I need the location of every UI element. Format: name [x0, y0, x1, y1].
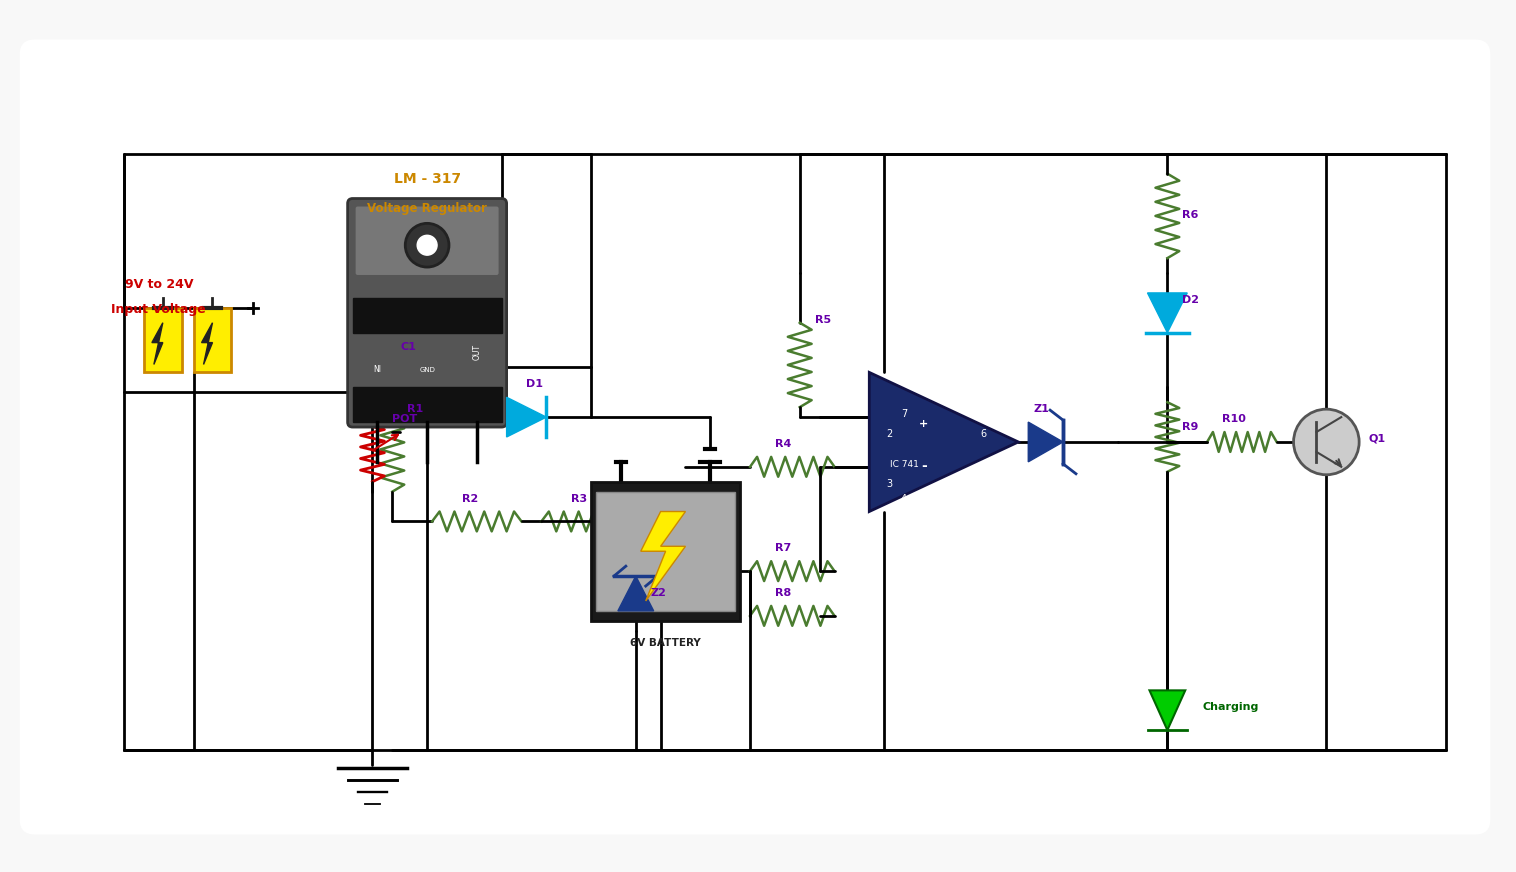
Bar — [353, 298, 502, 332]
Circle shape — [417, 235, 437, 255]
Text: Q1: Q1 — [1367, 434, 1386, 444]
Text: IC 741: IC 741 — [890, 460, 919, 469]
Text: D1: D1 — [526, 379, 543, 389]
Text: +: + — [919, 419, 929, 429]
Text: R9: R9 — [1182, 421, 1199, 432]
Polygon shape — [506, 398, 546, 437]
Circle shape — [405, 223, 449, 267]
FancyBboxPatch shape — [355, 206, 500, 276]
Text: LM - 317: LM - 317 — [394, 172, 461, 186]
Text: POT: POT — [393, 414, 417, 424]
Text: Charging: Charging — [1202, 702, 1258, 712]
Polygon shape — [152, 323, 162, 364]
Bar — [194, 308, 232, 372]
Text: 3: 3 — [885, 479, 893, 488]
Bar — [144, 308, 182, 372]
Polygon shape — [202, 323, 212, 364]
Text: Z2: Z2 — [650, 588, 667, 598]
Text: R7: R7 — [775, 543, 791, 553]
Text: NI: NI — [373, 365, 382, 374]
Text: Voltage Regulator: Voltage Regulator — [367, 202, 487, 215]
Text: 2: 2 — [885, 429, 893, 439]
Polygon shape — [1028, 422, 1063, 462]
Text: Input Voltage: Input Voltage — [112, 303, 206, 316]
Text: 7: 7 — [901, 409, 907, 419]
Bar — [596, 492, 735, 611]
Text: R3: R3 — [572, 494, 587, 503]
Text: R6: R6 — [1182, 210, 1199, 221]
Text: -: - — [922, 459, 926, 473]
Text: R5: R5 — [814, 315, 831, 324]
Text: 6V BATTERY: 6V BATTERY — [631, 637, 700, 648]
Polygon shape — [869, 372, 1019, 512]
Polygon shape — [1148, 293, 1187, 332]
Bar — [353, 387, 502, 422]
Text: R2: R2 — [462, 494, 478, 503]
Text: 4: 4 — [901, 494, 907, 503]
Text: R10: R10 — [1222, 414, 1246, 424]
Polygon shape — [619, 576, 653, 611]
Text: R8: R8 — [775, 588, 791, 598]
Text: D2: D2 — [1182, 295, 1199, 305]
FancyBboxPatch shape — [347, 199, 506, 427]
Text: 6: 6 — [981, 429, 987, 439]
Text: Z1: Z1 — [1034, 404, 1049, 414]
Polygon shape — [1149, 691, 1186, 730]
Text: OUT: OUT — [473, 344, 481, 359]
Text: R1: R1 — [408, 404, 423, 414]
FancyBboxPatch shape — [20, 39, 1490, 835]
Bar — [591, 481, 740, 621]
Text: C1: C1 — [400, 342, 417, 351]
Text: 9V to 24V: 9V to 24V — [124, 278, 193, 291]
Polygon shape — [641, 512, 685, 601]
Circle shape — [1293, 409, 1360, 474]
Text: GND: GND — [420, 367, 435, 373]
Text: R4: R4 — [775, 439, 791, 449]
